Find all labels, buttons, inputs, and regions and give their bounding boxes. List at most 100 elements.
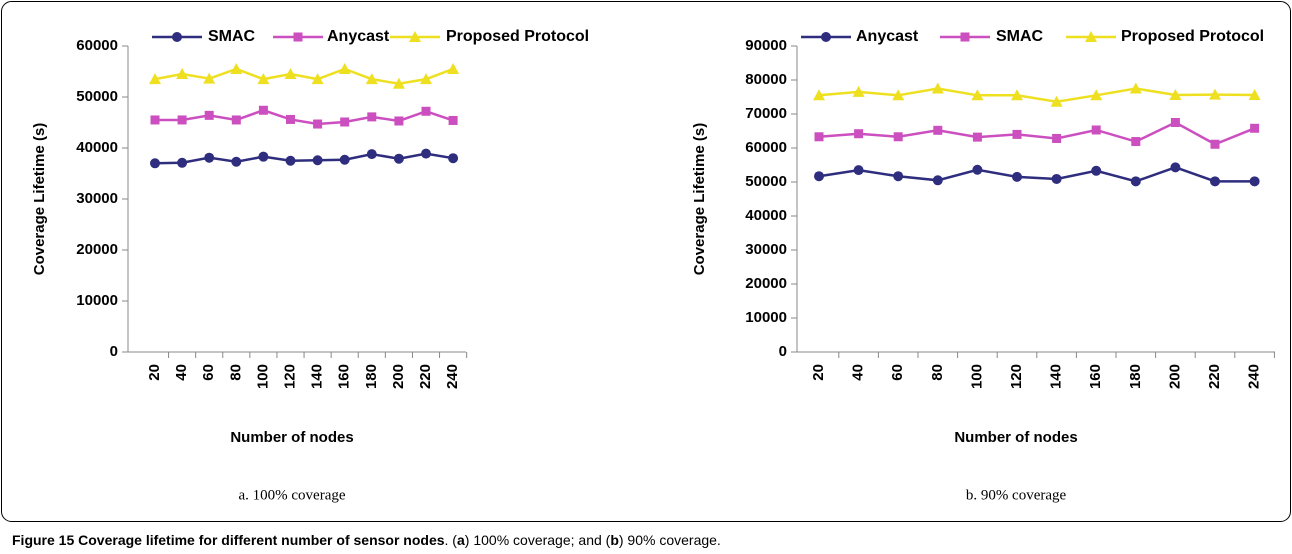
marker [1051,173,1062,184]
marker [257,73,270,85]
legend-label: Anycast [856,28,919,45]
marker [1131,137,1141,147]
series-line [154,67,454,86]
marker [893,132,903,142]
y-tick-label: 60000 [745,139,787,156]
x-tick-label: 120 [1008,364,1025,389]
marker [1210,176,1220,187]
marker [172,32,182,42]
marker [931,82,944,94]
x-tick-label: 160 [336,364,353,389]
x-axis-title: Number of nodes [954,429,1077,446]
marker [150,158,160,169]
marker [892,89,905,101]
marker [1090,89,1103,101]
series-line [154,152,454,165]
x-tick-label: 220 [417,364,434,389]
y-tick-label: 10000 [745,309,787,326]
marker [286,114,295,124]
marker [204,110,214,120]
marker [177,115,187,125]
marker [177,157,188,168]
y-tick-label: 20000 [76,241,118,258]
marker [176,68,189,80]
marker [149,73,161,85]
x-tick-label: 100 [968,364,985,389]
marker [339,154,350,165]
marker [1091,125,1101,135]
x-tick-label: 100 [254,364,271,389]
marker [1249,176,1260,187]
series-line [155,108,454,126]
marker [972,132,982,142]
marker [285,155,296,166]
x-tick-label: 80 [929,364,946,381]
x-tick-label: 200 [1166,364,1183,389]
y-tick-label: 50000 [76,88,118,105]
caption-segment: . ( [445,532,458,548]
y-tick-label: 30000 [76,190,118,207]
x-tick-label: 40 [850,364,867,381]
figure-caption: Figure 15 Coverage lifetime for differen… [12,532,721,548]
marker [420,73,432,85]
marker [293,32,303,42]
x-tick-label: 240 [444,364,461,389]
marker [1012,171,1022,182]
marker [1170,162,1181,173]
series-line [818,121,1256,146]
y-tick-label: 20000 [745,275,787,292]
marker [340,117,350,127]
marker [367,112,377,122]
marker [231,115,241,125]
series-line [818,87,1255,104]
marker [1085,31,1097,42]
marker [258,105,268,115]
marker [960,32,970,42]
marker [854,129,864,139]
y-axis-title: Coverage Lifetime (s) [691,123,708,276]
x-tick-label: 20 [810,364,827,381]
y-tick-label: 30000 [745,241,787,258]
figure-frame [1,1,1291,522]
y-tick-label: 40000 [745,207,787,224]
y-tick-label: 40000 [76,139,118,156]
marker [1052,133,1062,143]
marker [1169,88,1182,100]
x-tick-label: 240 [1246,364,1263,389]
marker [933,125,943,135]
y-tick-label: 50000 [745,173,787,190]
marker [448,153,459,164]
x-tick-label: 180 [363,364,380,389]
x-tick-label: 180 [1127,364,1144,389]
subtitle: a. 100% coverage [238,487,345,503]
marker [853,165,864,176]
marker [231,156,242,167]
marker [813,89,825,101]
x-tick-label: 60 [889,364,906,381]
marker [1248,88,1261,100]
x-tick-label: 140 [1048,364,1065,389]
marker [338,62,351,74]
x-tick-label: 220 [1206,364,1223,389]
marker [932,175,943,186]
marker [448,115,458,125]
marker [311,73,324,85]
marker [284,68,297,80]
marker [1130,176,1141,187]
x-tick-label: 120 [281,364,298,389]
y-tick-label: 0 [110,343,118,360]
marker [821,32,831,42]
marker [230,62,243,74]
marker [971,89,984,101]
marker [313,119,323,129]
marker [421,106,431,116]
x-tick-label: 200 [390,364,407,389]
marker [203,72,216,84]
y-tick-label: 70000 [745,105,787,122]
caption-segment: Figure 15 Coverage lifetime for differen… [12,532,445,548]
marker [1210,139,1220,149]
marker [204,152,215,163]
x-tick-label: 80 [227,364,244,381]
y-tick-label: 0 [779,343,787,360]
